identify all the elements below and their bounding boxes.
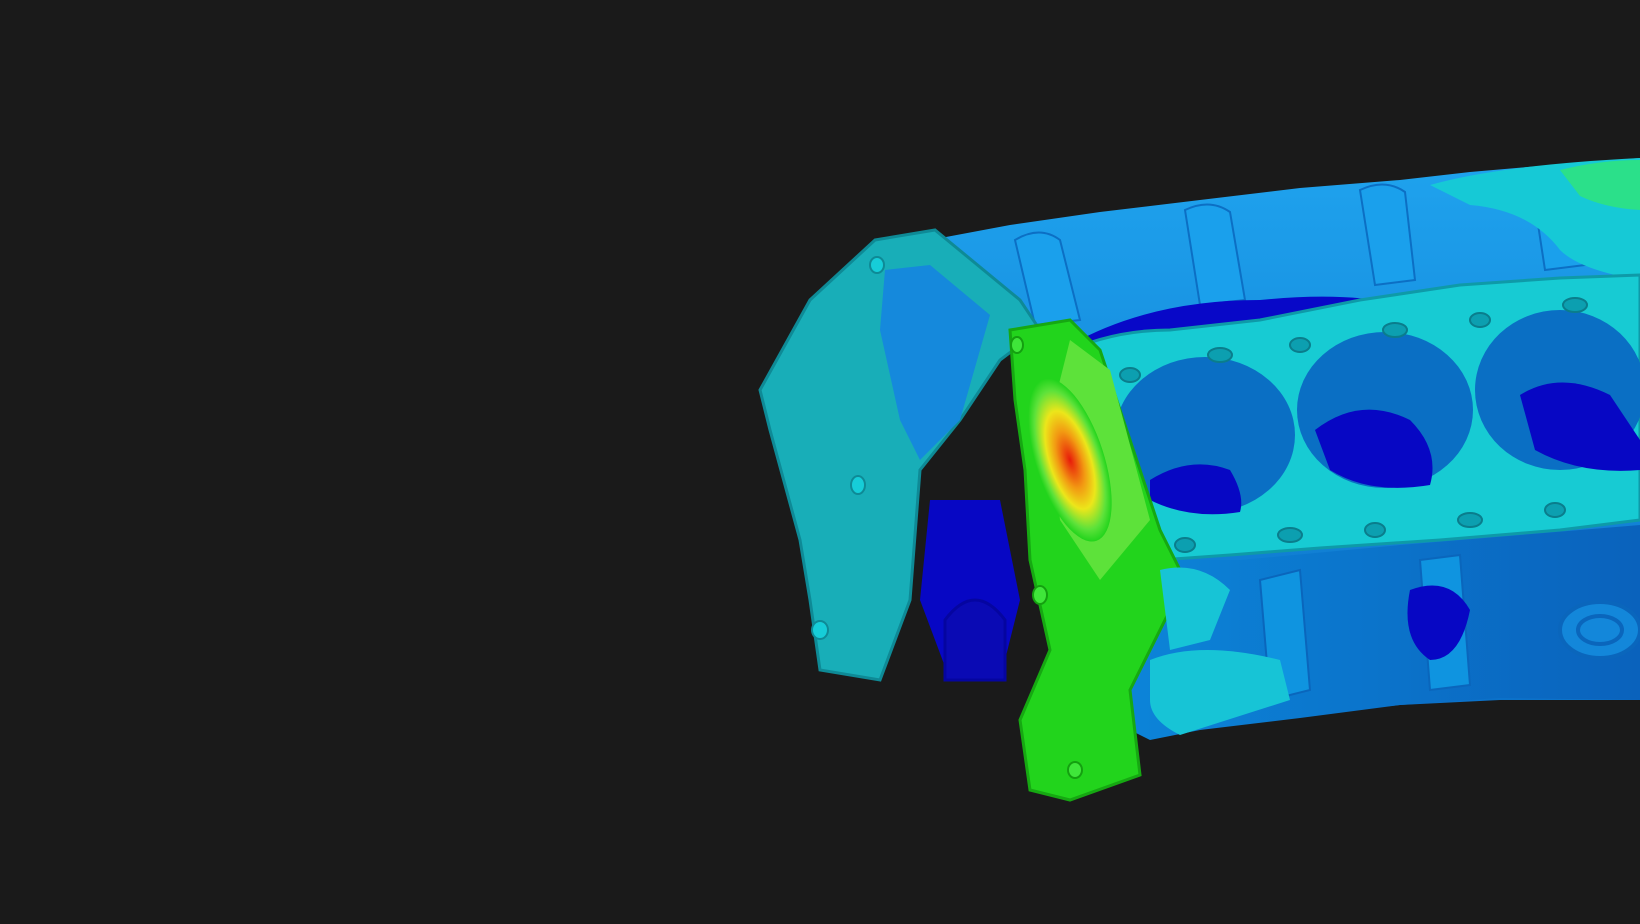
lower-cyan-patch bbox=[1150, 650, 1290, 735]
crank-arch bbox=[943, 598, 1007, 682]
bore-2 bbox=[1297, 332, 1473, 488]
cylinder-bores bbox=[1115, 310, 1640, 515]
stress-hotspot bbox=[1028, 378, 1112, 542]
bore-3 bbox=[1475, 310, 1640, 471]
deck-bolt-holes bbox=[1119, 297, 1588, 553]
front-flange-inner bbox=[880, 265, 990, 460]
bulkhead-foot-cyan bbox=[1160, 567, 1230, 650]
block-top-right-green bbox=[1560, 160, 1640, 210]
front-flange-holes bbox=[811, 256, 885, 640]
lower-dark-blue-patch bbox=[1407, 585, 1470, 660]
bearing-boss bbox=[1558, 600, 1640, 660]
bulkhead-holes bbox=[1010, 336, 1083, 779]
bore-1 bbox=[1115, 357, 1295, 515]
